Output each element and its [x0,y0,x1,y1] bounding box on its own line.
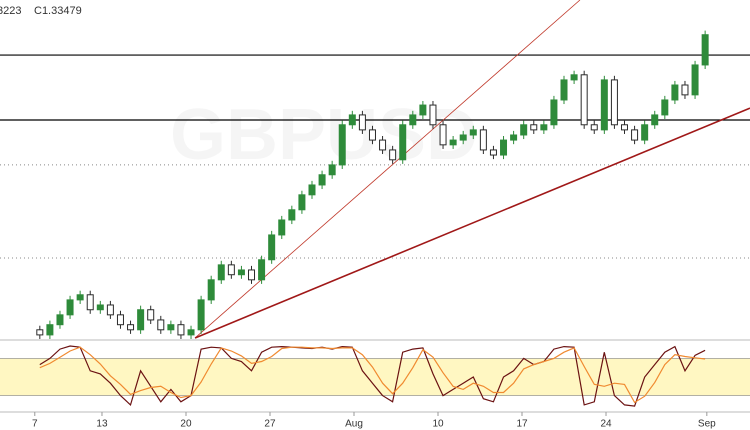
candle-body [560,79,568,101]
candle-body [46,324,54,336]
candle-body [96,304,104,311]
candle-body [520,124,528,136]
header-close: C1.33479 [34,5,82,17]
candle-body [681,84,689,96]
candle-body [439,124,447,146]
candle-body [278,219,286,236]
candle-body [248,269,256,281]
candle-body [600,79,608,131]
candle-body [76,294,84,301]
candle-body [66,299,74,316]
candle-body [86,294,94,311]
x-tick-label: 7 [32,419,38,430]
candle-body [298,194,306,211]
candle-body [187,329,195,336]
candle-body [610,79,618,126]
candle-body [106,304,114,316]
candle-body [631,129,639,141]
candle-body [127,324,135,331]
candle-body [580,74,588,126]
candle-body [237,269,245,276]
candle-body [197,299,205,331]
candle-body [56,314,64,326]
x-tick-label: 24 [600,419,612,430]
candle-body [288,209,296,221]
candle-body [389,149,397,161]
oscillator-line [39,346,706,404]
candle-body [540,124,548,131]
candle-body [469,129,477,136]
candle-body [701,34,709,66]
trend-line [194,107,750,339]
candle-body [157,319,165,331]
candle-body [227,264,235,276]
candle-body [207,279,215,301]
candle-body [489,149,497,156]
candle-body [530,124,538,131]
candle-body [691,64,699,96]
candle-body [550,99,558,126]
candle-body [661,99,669,116]
candle-body [338,124,346,166]
candle-body [620,124,628,131]
candle-body [308,184,316,196]
candle-body [147,309,155,321]
candle-body [459,134,467,141]
candle-body [318,174,326,186]
oscillator-line [39,345,706,407]
candle-body [167,324,175,331]
candle-body [36,329,44,336]
candle-body [510,134,518,141]
candle-body [116,314,124,326]
candle-body [429,104,437,126]
candle-body [379,139,387,151]
candle-body [449,139,457,146]
candle-body [217,264,225,281]
candle-body [651,114,659,126]
candle-body [348,114,356,126]
candle-body [137,309,145,331]
trend-line [194,0,581,339]
candle-body [500,139,508,156]
x-tick-label: Aug [345,419,363,430]
candle-body [258,259,266,281]
candle-body [358,114,366,131]
candle-body [177,324,185,336]
x-tick-label: 17 [516,419,528,430]
candle-body [570,74,578,81]
x-tick-label: 10 [432,419,444,430]
candle-body [671,84,679,101]
candle-body [419,104,427,116]
x-tick-label: 20 [180,419,192,430]
candle-body [409,114,417,126]
candle-body [479,129,487,151]
candle-body [590,124,598,131]
candle-body [368,129,376,141]
x-tick-label: 27 [264,419,276,430]
x-tick-label: 13 [96,419,108,430]
header-value: 3223 [0,5,21,17]
candle-body [268,234,276,261]
x-tick-label: Sep [698,419,716,430]
candle-body [399,124,407,161]
candle-body [641,124,649,141]
candle-body [328,164,336,176]
